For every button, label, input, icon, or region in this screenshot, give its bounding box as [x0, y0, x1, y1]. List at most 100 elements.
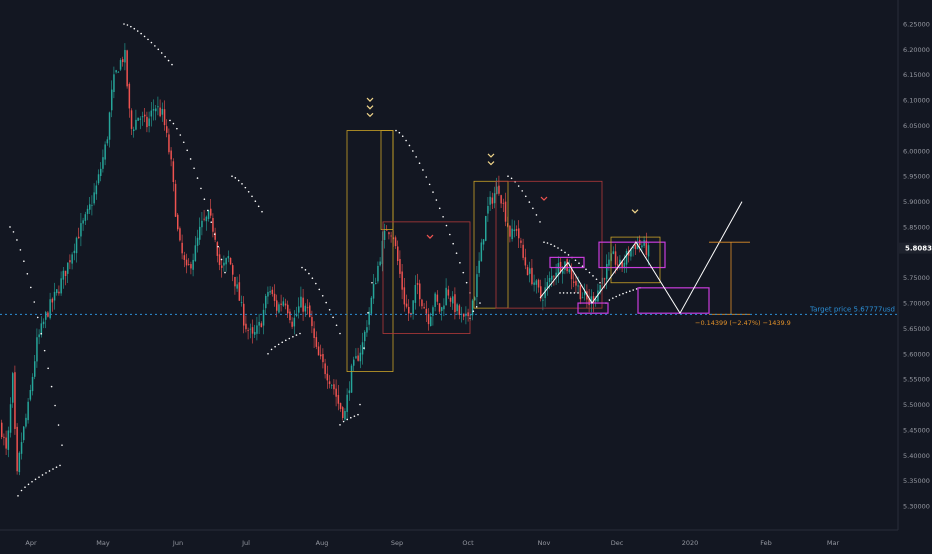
candle-body — [504, 201, 507, 222]
candle-body — [119, 60, 122, 70]
sar-dot — [17, 495, 19, 497]
sar-dot — [36, 316, 39, 319]
y-tick-label: 6.15000 — [903, 71, 930, 79]
candle-body — [570, 267, 573, 280]
magenta-box-nov — [549, 256, 585, 269]
sar-dot — [435, 199, 438, 201]
candle-body — [102, 157, 104, 169]
candle-body — [581, 297, 584, 299]
sar-dot — [632, 289, 634, 291]
sar-dot — [143, 35, 146, 38]
candle-body — [31, 376, 34, 392]
candle-body — [502, 202, 505, 204]
sar-dot — [295, 334, 298, 336]
candle-body — [544, 287, 546, 299]
candle-body — [265, 295, 267, 309]
candle-body — [97, 174, 100, 184]
candle-body — [166, 126, 168, 133]
sar-dot — [237, 179, 240, 182]
y-tick-label: 5.30000 — [903, 503, 930, 511]
candle-body — [251, 327, 254, 334]
target-price-label: Target price 5.67777usd — [809, 305, 895, 313]
sar-dot — [61, 444, 63, 446]
sar-dot — [472, 310, 475, 313]
sar-dot — [207, 209, 209, 212]
candle-body — [575, 280, 577, 286]
candle-body — [254, 332, 256, 335]
sar-dot — [16, 239, 18, 241]
candle-body — [163, 109, 166, 126]
candle-body — [350, 365, 353, 393]
sar-dot — [339, 332, 341, 335]
sar-dot — [50, 385, 53, 388]
candle-body — [106, 139, 109, 144]
candle-body — [139, 118, 142, 120]
sar-dot — [559, 292, 561, 294]
candle-body — [247, 330, 249, 332]
sar-dot — [574, 259, 577, 262]
y-tick-label: 6.00000 — [903, 147, 930, 155]
sar-dot — [55, 466, 58, 469]
sar-dot — [231, 175, 233, 178]
sar-dot — [335, 324, 338, 327]
candle-body — [256, 325, 258, 334]
price-axis-panel[interactable] — [898, 0, 932, 530]
candle-body — [342, 407, 344, 418]
candle-body — [493, 193, 496, 204]
sar-dot — [23, 260, 25, 263]
sar-dot — [577, 292, 579, 294]
candle-body — [531, 267, 533, 285]
candle-body — [311, 317, 313, 327]
sar-dot — [189, 158, 192, 160]
candle-body — [315, 337, 318, 347]
sar-dot — [12, 231, 15, 233]
chevron-down-icon — [366, 97, 374, 102]
sar-dot — [578, 262, 580, 264]
candle-body — [148, 118, 150, 127]
candle-body — [412, 300, 414, 315]
candle-body — [47, 312, 49, 317]
y-tick-label: 5.90000 — [903, 198, 930, 206]
gold-zone-box-aug — [346, 130, 394, 372]
candle-body — [300, 296, 302, 308]
sar-dot — [629, 290, 631, 292]
candle-body — [487, 205, 489, 214]
sar-dot — [160, 52, 163, 54]
sar-dot — [539, 221, 541, 223]
candle-body — [232, 265, 234, 275]
sar-dot — [408, 144, 411, 147]
sar-dot — [428, 183, 431, 186]
sar-dot — [455, 252, 458, 254]
candle-body — [595, 299, 597, 302]
candle-body — [522, 244, 524, 258]
candle-body — [441, 307, 443, 311]
candle-body — [482, 239, 485, 245]
sar-dot — [350, 416, 352, 419]
measure-label: −0.14399 (−2.47%) −1439.9 — [695, 319, 791, 327]
candle-body — [53, 291, 56, 301]
candle-body — [108, 112, 111, 140]
gold-zone-box-oct — [473, 180, 509, 309]
sar-dot — [622, 292, 624, 295]
candle-body — [432, 307, 434, 316]
candle-body — [414, 284, 417, 303]
sar-dot — [34, 478, 37, 481]
candle-body — [218, 254, 221, 265]
candle-body — [214, 232, 216, 240]
sar-dot — [462, 271, 465, 274]
sar-dot — [220, 258, 223, 261]
candle-body — [194, 245, 197, 262]
candle-body — [181, 242, 183, 254]
candle-body — [282, 301, 285, 306]
chevron-down-icon — [631, 209, 639, 214]
candle-body — [67, 262, 69, 274]
candle-body — [313, 328, 315, 339]
candle-body — [498, 185, 500, 194]
candle-body — [647, 245, 650, 257]
candle-body — [188, 264, 190, 265]
candle-body — [515, 228, 518, 231]
sar-dot — [422, 169, 424, 171]
sar-dot — [292, 335, 294, 338]
candle-body — [302, 297, 304, 312]
